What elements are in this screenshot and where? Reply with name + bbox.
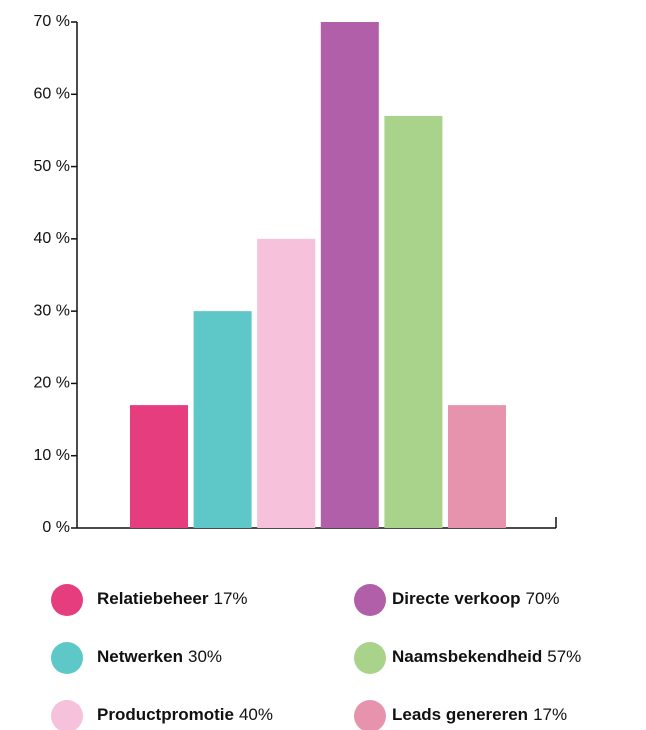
bar — [257, 238, 316, 528]
legend-label: Naamsbekendheid 57% — [392, 647, 581, 666]
legend-name: Naamsbekendheid — [392, 647, 542, 666]
y-tick-label: 50 % — [34, 158, 70, 175]
legend-name: Relatiebeheer — [97, 589, 209, 608]
y-tick-label: 10 % — [34, 447, 70, 464]
bar — [193, 311, 252, 528]
y-tick-label: 60 % — [34, 86, 70, 103]
y-tick-label: 30 % — [34, 302, 70, 319]
legend-swatch — [354, 642, 386, 674]
bar — [448, 405, 506, 528]
legend-label: Netwerken 30% — [97, 647, 222, 666]
legend-swatch — [354, 584, 386, 616]
legend-value: 17% — [533, 705, 567, 724]
legend-name: Directe verkoop — [392, 589, 521, 608]
bar — [384, 115, 443, 528]
legend-label: Productpromotie 40% — [97, 705, 273, 724]
legend-name: Netwerken — [97, 647, 183, 666]
legend-swatch — [354, 700, 386, 730]
legend-label: Relatiebeheer 17% — [97, 589, 248, 608]
bar — [320, 22, 379, 528]
y-tick-label: 70 % — [34, 13, 70, 30]
legend-swatch — [51, 642, 83, 674]
legend-name: Productpromotie — [97, 705, 234, 724]
legend-swatch — [51, 700, 83, 730]
legend-value: 57% — [547, 647, 581, 666]
legend-label: Directe verkoop 70% — [392, 589, 560, 608]
y-tick-label: 20 % — [34, 375, 70, 392]
legend-name: Leads genereren — [392, 705, 528, 724]
legend-label: Leads genereren 17% — [392, 705, 567, 724]
y-tick-label: 40 % — [34, 230, 70, 247]
legend-value: 40% — [239, 705, 273, 724]
legend-swatch — [51, 584, 83, 616]
y-tick-label: 0 % — [42, 519, 70, 536]
legend-value: 30% — [188, 647, 222, 666]
legend-value: 17% — [214, 589, 248, 608]
bar — [130, 405, 188, 528]
legend-value: 70% — [526, 589, 560, 608]
